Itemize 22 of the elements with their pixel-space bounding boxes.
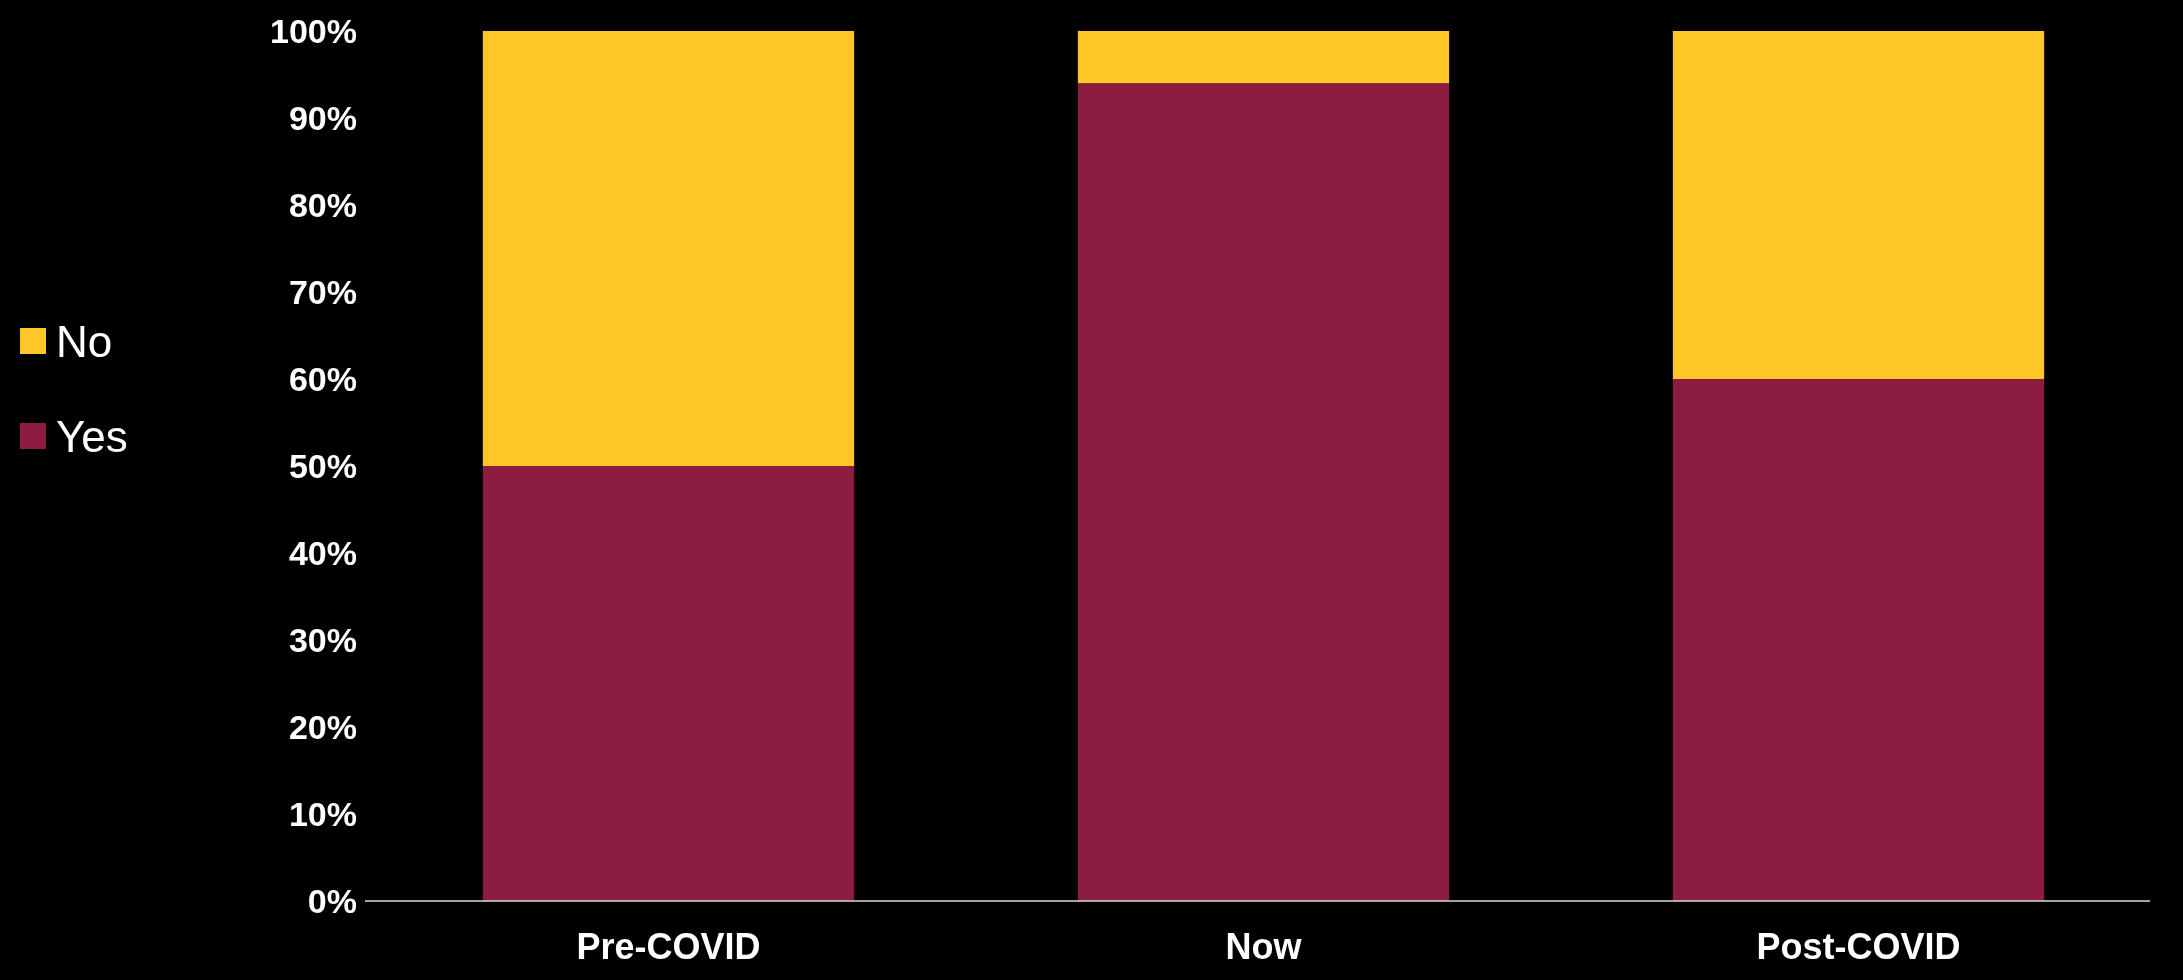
y-tick-label: 70% [288,272,357,311]
y-tick-label: 30% [288,620,357,659]
y-tick-label: 0% [307,881,357,920]
x-tick-label: Now [1225,926,1303,967]
y-tick-label: 80% [288,185,357,224]
x-tick-label: Post-COVID [1756,926,1961,967]
y-tick-label: 20% [288,707,357,746]
bar [1672,31,2045,379]
bar [482,31,855,466]
legend-label: Yes [56,412,128,462]
y-tick-label: 10% [288,794,357,833]
bar [1077,31,1450,84]
y-tick-label: 60% [288,359,357,398]
y-tick-label: 90% [288,98,357,137]
y-tick-label: 50% [288,446,357,485]
bar [1672,379,2045,901]
bar [1077,83,1450,901]
bar [482,466,855,901]
legend-label: No [56,317,113,367]
x-tick-label: Pre-COVID [576,926,761,967]
y-tick-label: 100% [270,11,357,50]
y-tick-label: 40% [288,533,357,572]
